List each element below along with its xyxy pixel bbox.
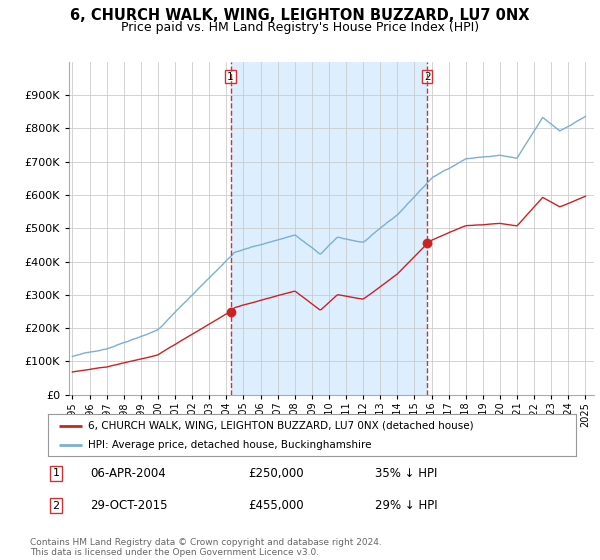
Text: £455,000: £455,000 bbox=[248, 499, 304, 512]
Text: Contains HM Land Registry data © Crown copyright and database right 2024.
This d: Contains HM Land Registry data © Crown c… bbox=[30, 538, 382, 557]
Text: 1: 1 bbox=[227, 72, 234, 82]
Text: £250,000: £250,000 bbox=[248, 467, 304, 480]
Text: Price paid vs. HM Land Registry's House Price Index (HPI): Price paid vs. HM Land Registry's House … bbox=[121, 21, 479, 34]
Text: HPI: Average price, detached house, Buckinghamshire: HPI: Average price, detached house, Buck… bbox=[88, 440, 371, 450]
Text: 2: 2 bbox=[52, 501, 59, 511]
Text: 29% ↓ HPI: 29% ↓ HPI bbox=[376, 499, 438, 512]
Text: 29-OCT-2015: 29-OCT-2015 bbox=[90, 499, 168, 512]
Text: 1: 1 bbox=[52, 468, 59, 478]
Text: 6, CHURCH WALK, WING, LEIGHTON BUZZARD, LU7 0NX (detached house): 6, CHURCH WALK, WING, LEIGHTON BUZZARD, … bbox=[88, 421, 473, 431]
Bar bbox=[230, 62, 427, 395]
Text: 6, CHURCH WALK, WING, LEIGHTON BUZZARD, LU7 0NX: 6, CHURCH WALK, WING, LEIGHTON BUZZARD, … bbox=[70, 8, 530, 24]
Text: 2: 2 bbox=[424, 72, 431, 82]
Text: 06-APR-2004: 06-APR-2004 bbox=[90, 467, 166, 480]
Text: 35% ↓ HPI: 35% ↓ HPI bbox=[376, 467, 438, 480]
